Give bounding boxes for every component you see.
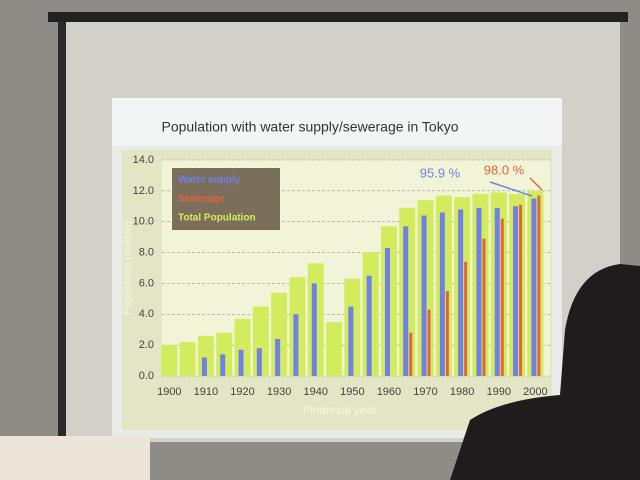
x-tick-label: 1900: [157, 386, 181, 398]
screen-top: [48, 12, 628, 22]
x-tick-label: 1980: [450, 386, 474, 398]
y-tick-label: 2.0: [139, 339, 154, 351]
bar: [464, 261, 468, 376]
bar: [531, 198, 537, 376]
slide-header: [112, 98, 562, 146]
bar: [275, 338, 281, 376]
marks: 0.0 2.0 4.0 6.0 8.0 10.0 12.0 14.0 1900 1910 1920 1…: [133, 154, 550, 398]
bar: [293, 314, 299, 376]
annotation-arrow: [529, 177, 543, 191]
y-tick-label: 10.0: [133, 216, 154, 228]
x-tick-label: 1970: [413, 386, 437, 398]
bar: [348, 306, 354, 376]
bar: [494, 207, 500, 376]
y-tick-label: 0.0: [139, 370, 154, 382]
bar: [537, 195, 541, 376]
x-tick-label: 2000: [523, 386, 547, 398]
bar: [161, 345, 178, 376]
x-tick-label: 1910: [194, 386, 218, 398]
x-tick-label: 1950: [340, 386, 364, 398]
bar: [409, 332, 413, 376]
bar: [500, 218, 504, 376]
x-tick-label: 1930: [267, 386, 291, 398]
annotation: 98.0 %: [484, 162, 525, 177]
bar: [179, 342, 196, 376]
bar: [384, 247, 390, 376]
chart-title: Population with water supply/sewerage in…: [161, 119, 458, 135]
bar: [256, 348, 262, 376]
legend-box: [172, 168, 280, 230]
screen-edge: [58, 22, 66, 442]
bar: [439, 212, 445, 376]
y-tick-label: 4.0: [139, 308, 154, 320]
legend-label: Sewerage: [178, 194, 225, 205]
y-axis-label: Population (million): [122, 221, 134, 315]
bar: [403, 226, 409, 376]
projector: [0, 436, 150, 480]
annotation-arrow: [489, 181, 533, 197]
x-axis-label: Financial year: [303, 403, 378, 417]
y-tick-label: 6.0: [139, 277, 154, 289]
x-tick-label: 1940: [303, 386, 327, 398]
y-tick-label: 12.0: [133, 185, 154, 197]
bar: [445, 291, 449, 376]
bar: [458, 209, 464, 376]
x-tick-label: 1920: [230, 386, 254, 398]
bar: [513, 206, 519, 376]
x-tick-label: 1990: [487, 386, 511, 398]
bar: [311, 283, 317, 376]
legend-label: Water supply: [178, 175, 241, 186]
x-tick-label: 1960: [377, 386, 401, 398]
legend: Water supply Sewerage Total Population 95.9…: [178, 162, 525, 223]
bar: [326, 322, 343, 376]
annotation: 95.9 %: [420, 165, 461, 180]
bar: [201, 357, 207, 376]
bar: [482, 238, 486, 376]
bar: [220, 354, 226, 376]
person: [450, 264, 640, 480]
bar: [476, 207, 482, 376]
legend-label: Total Population: [178, 213, 256, 224]
y-tick-label: 8.0: [139, 246, 154, 258]
bar: [238, 349, 244, 376]
bar: [421, 215, 427, 376]
bar: [519, 204, 523, 376]
bar: [427, 309, 431, 376]
bar: [366, 275, 372, 376]
y-tick-label: 14.0: [133, 154, 154, 166]
